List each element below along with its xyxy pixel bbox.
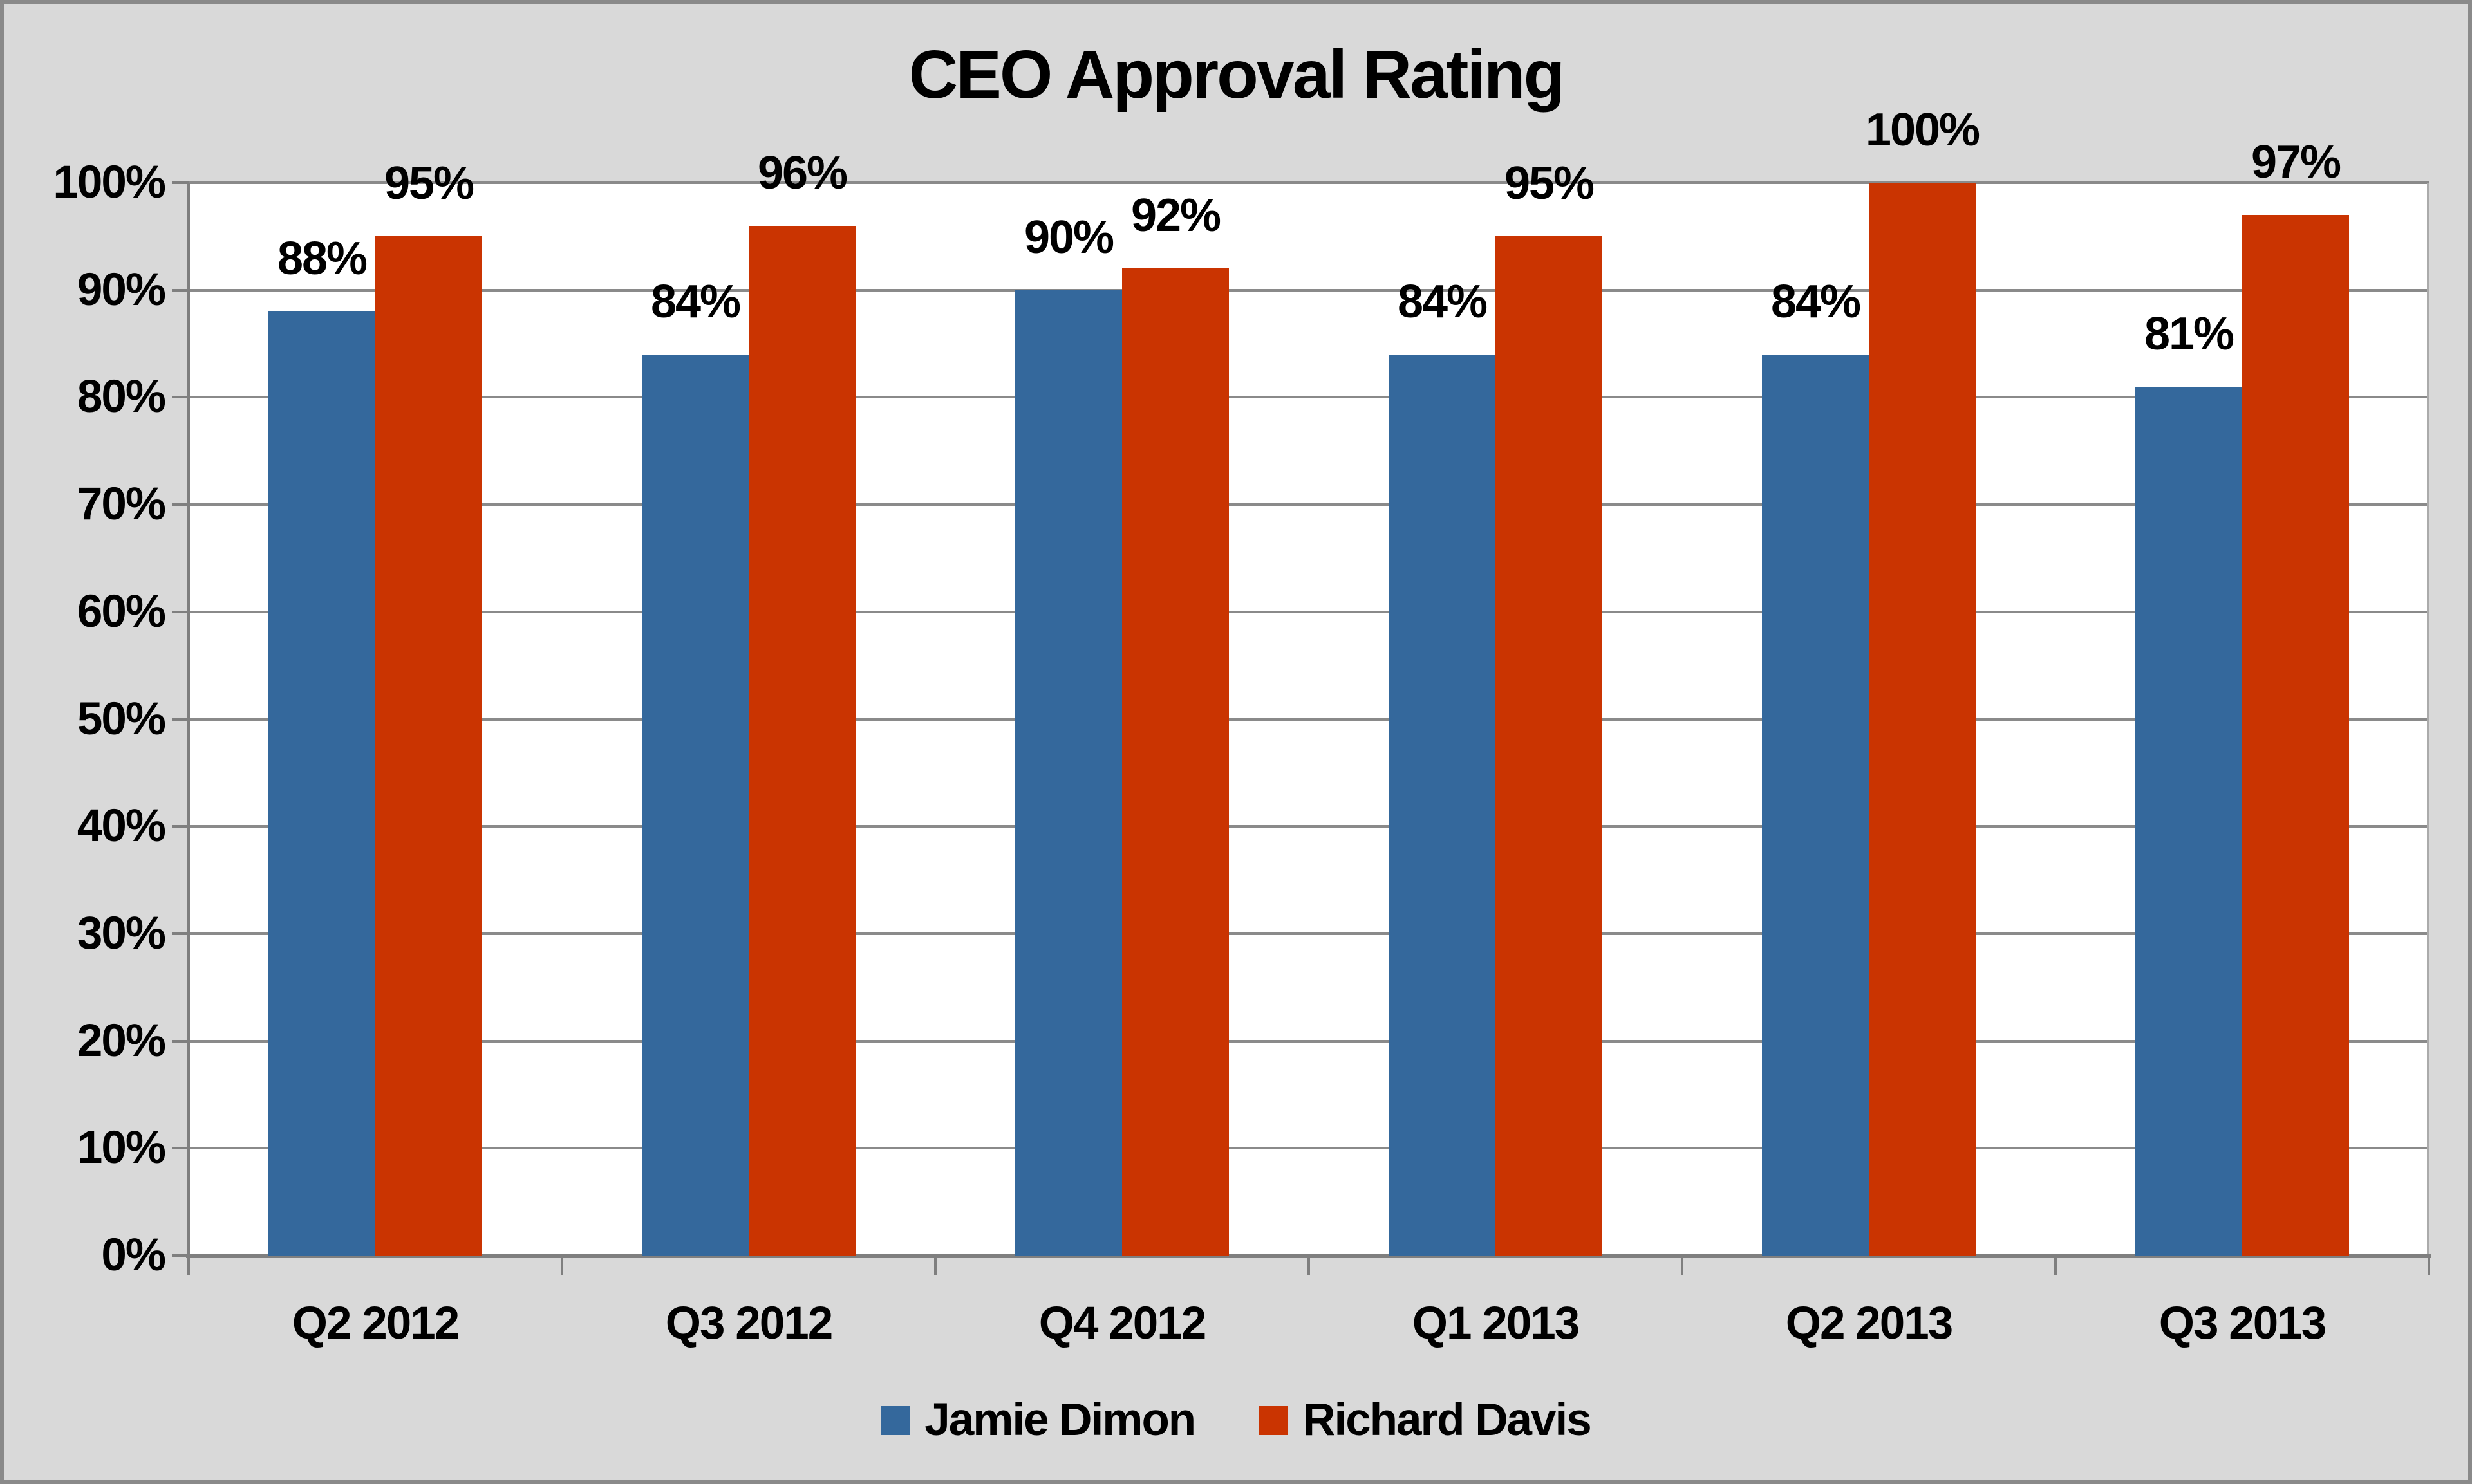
- bar-richard-davis-q4-2012: [1122, 268, 1229, 1256]
- chart-title: CEO Approval Rating: [908, 37, 1566, 113]
- x-tick: [2054, 1258, 2057, 1275]
- gridline: [189, 288, 2429, 292]
- y-axis-label: 100%: [53, 157, 166, 208]
- y-tick: [172, 1147, 189, 1150]
- bar-jamie-dimon-q2-2012: [268, 311, 375, 1256]
- data-label-jamie-dimon-q3-2012: 84%: [650, 275, 741, 328]
- y-tick: [172, 396, 189, 399]
- y-axis-label: 70%: [77, 479, 166, 530]
- x-axis-label-q2-2013: Q2 2013: [1785, 1298, 1953, 1349]
- y-axis-label: 30%: [77, 907, 166, 959]
- data-label-jamie-dimon-q2-2013: 84%: [1770, 275, 1861, 328]
- gridline: [189, 1147, 2429, 1150]
- data-label-richard-davis-q2-2013: 100%: [1865, 104, 1980, 156]
- x-tick: [1307, 1258, 1310, 1275]
- legend-swatch-jamie-dimon: [881, 1405, 911, 1435]
- y-tick: [172, 610, 189, 613]
- bar-jamie-dimon-q2-2013: [1762, 354, 1869, 1256]
- y-axis-label: 50%: [77, 693, 166, 745]
- x-axis-label-q3-2012: Q3 2012: [665, 1298, 833, 1349]
- legend-item-richard-davis: Richard Davis: [1259, 1393, 1592, 1448]
- gridline: [189, 1039, 2429, 1043]
- data-label-jamie-dimon-q3-2013: 81%: [2144, 308, 2234, 360]
- y-tick: [172, 1254, 189, 1257]
- data-label-richard-davis-q4-2012: 92%: [1130, 190, 1221, 242]
- x-axis-label-q2-2012: Q2 2012: [292, 1298, 460, 1349]
- y-tick: [172, 1039, 189, 1043]
- gridline: [189, 396, 2429, 399]
- legend-label-richard-davis: Richard Davis: [1302, 1395, 1592, 1445]
- bar-richard-davis-q3-2013: [2242, 215, 2349, 1256]
- data-label-jamie-dimon-q2-2012: 88%: [277, 233, 368, 285]
- x-axis-label-q3-2013: Q3 2013: [2158, 1298, 2327, 1349]
- y-axis-label: 80%: [77, 371, 166, 423]
- gridline: [189, 718, 2429, 721]
- data-label-richard-davis-q3-2012: 96%: [757, 147, 848, 199]
- plot-area: [189, 181, 2429, 1256]
- x-axis-line: [186, 1254, 2431, 1258]
- y-tick: [172, 825, 189, 828]
- bar-richard-davis-q2-2013: [1869, 183, 1976, 1256]
- x-axis-label-q4-2012: Q4 2012: [1038, 1298, 1206, 1349]
- y-tick: [172, 503, 189, 506]
- y-axis-label: 90%: [77, 264, 166, 315]
- bar-richard-davis-q2-2012: [375, 236, 482, 1256]
- legend: Jamie Dimon Richard Davis: [4, 1393, 2468, 1448]
- gridline: [189, 503, 2429, 506]
- y-axis-label: 0%: [101, 1230, 166, 1281]
- y-axis-label: 20%: [77, 1015, 166, 1066]
- y-axis-label: 10%: [77, 1122, 166, 1174]
- x-tick: [934, 1258, 937, 1275]
- data-label-richard-davis-q3-2013: 97%: [2251, 136, 2341, 188]
- bar-jamie-dimon-q1-2013: [1389, 354, 1495, 1256]
- gridline: [189, 825, 2429, 828]
- bar-jamie-dimon-q3-2012: [642, 354, 749, 1256]
- y-axis-label: 40%: [77, 801, 166, 852]
- legend-label-jamie-dimon: Jamie Dimon: [924, 1395, 1196, 1445]
- x-axis-label-q1-2013: Q1 2013: [1412, 1298, 1580, 1349]
- y-axis-line: [187, 183, 190, 1258]
- y-axis-label: 60%: [77, 586, 166, 637]
- bar-richard-davis-q3-2012: [749, 225, 856, 1256]
- bar-richard-davis-q1-2013: [1495, 236, 1602, 1256]
- bar-jamie-dimon-q3-2013: [2135, 386, 2242, 1256]
- data-label-jamie-dimon-q1-2013: 84%: [1397, 275, 1488, 328]
- legend-item-jamie-dimon: Jamie Dimon: [881, 1393, 1196, 1448]
- bar-jamie-dimon-q4-2012: [1015, 290, 1122, 1256]
- y-tick: [172, 932, 189, 935]
- x-tick: [1681, 1258, 1683, 1275]
- gridline: [189, 181, 2429, 184]
- x-tick: [187, 1258, 190, 1275]
- legend-swatch-richard-davis: [1259, 1405, 1289, 1435]
- y-tick: [172, 181, 189, 184]
- data-label-jamie-dimon-q4-2012: 90%: [1024, 211, 1114, 263]
- gridline: [189, 610, 2429, 613]
- x-tick: [561, 1258, 563, 1275]
- gridline: [189, 932, 2429, 935]
- y-tick: [172, 288, 189, 292]
- data-label-richard-davis-q2-2012: 95%: [384, 158, 474, 210]
- data-label-richard-davis-q1-2013: 95%: [1504, 158, 1595, 210]
- x-tick: [2428, 1258, 2430, 1275]
- plot-right-edge: [2427, 183, 2429, 1256]
- y-tick: [172, 718, 189, 721]
